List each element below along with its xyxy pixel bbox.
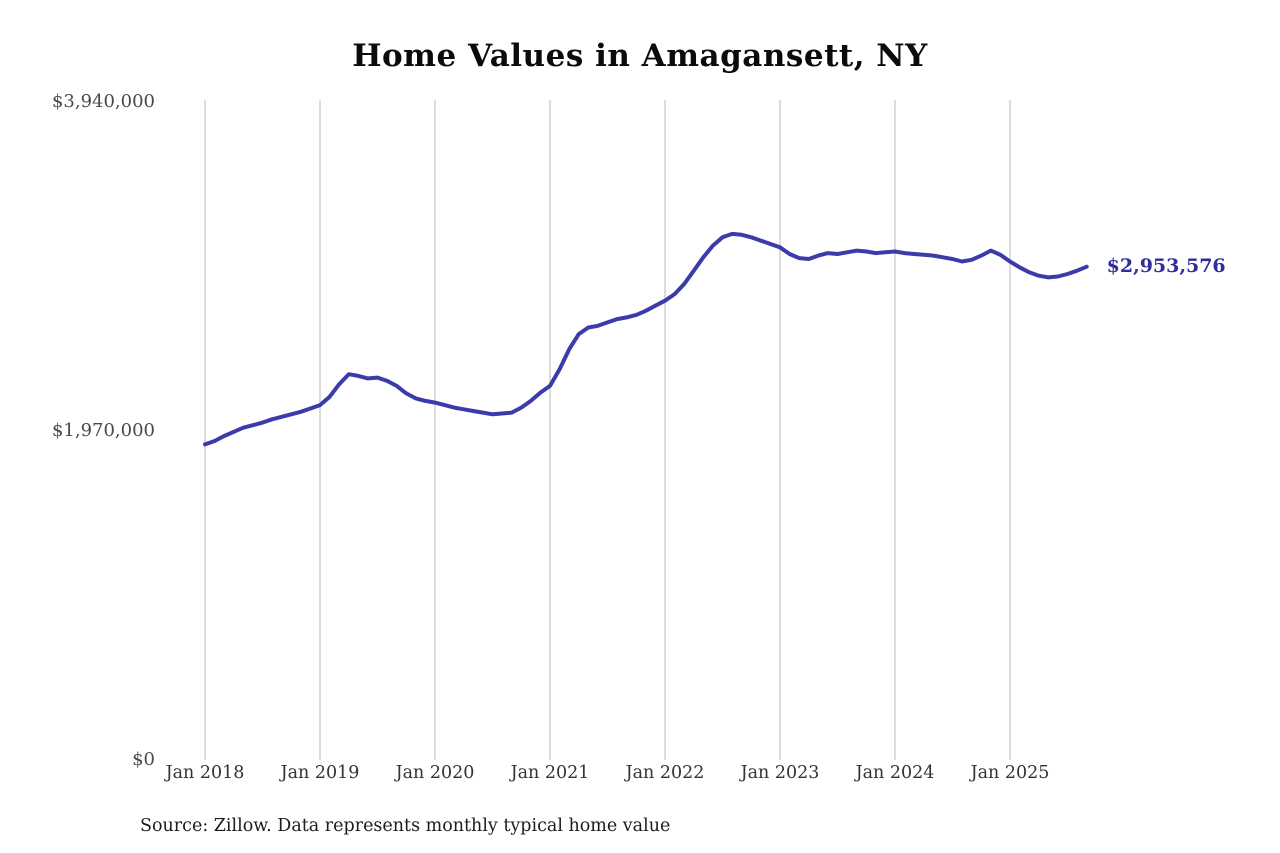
- chart-title: Home Values in Amagansett, NY: [352, 38, 928, 74]
- source-note: Source: Zillow. Data represents monthly …: [140, 816, 671, 836]
- y-axis-tick-label: $3,940,000: [51, 91, 155, 112]
- home-value-line: [203, 231, 1089, 447]
- x-axis-tick-label: Jan 2021: [510, 763, 590, 783]
- x-axis-tick-label: Jan 2023: [740, 763, 820, 783]
- x-axis-tick-label: Jan 2020: [395, 763, 475, 783]
- x-axis-tick-label: Jan 2019: [280, 763, 360, 783]
- y-axis-tick-label: $0: [132, 749, 155, 770]
- y-axis-tick-label: $1,970,000: [51, 420, 155, 441]
- x-axis-tick-label: Jan 2022: [625, 763, 705, 783]
- x-axis-tick-label: Jan 2025: [970, 763, 1050, 783]
- x-axis-tick-label: Jan 2024: [855, 763, 935, 783]
- latest-value-label: $2,953,576: [1106, 254, 1226, 277]
- x-axis-tick-label: Jan 2018: [165, 763, 245, 783]
